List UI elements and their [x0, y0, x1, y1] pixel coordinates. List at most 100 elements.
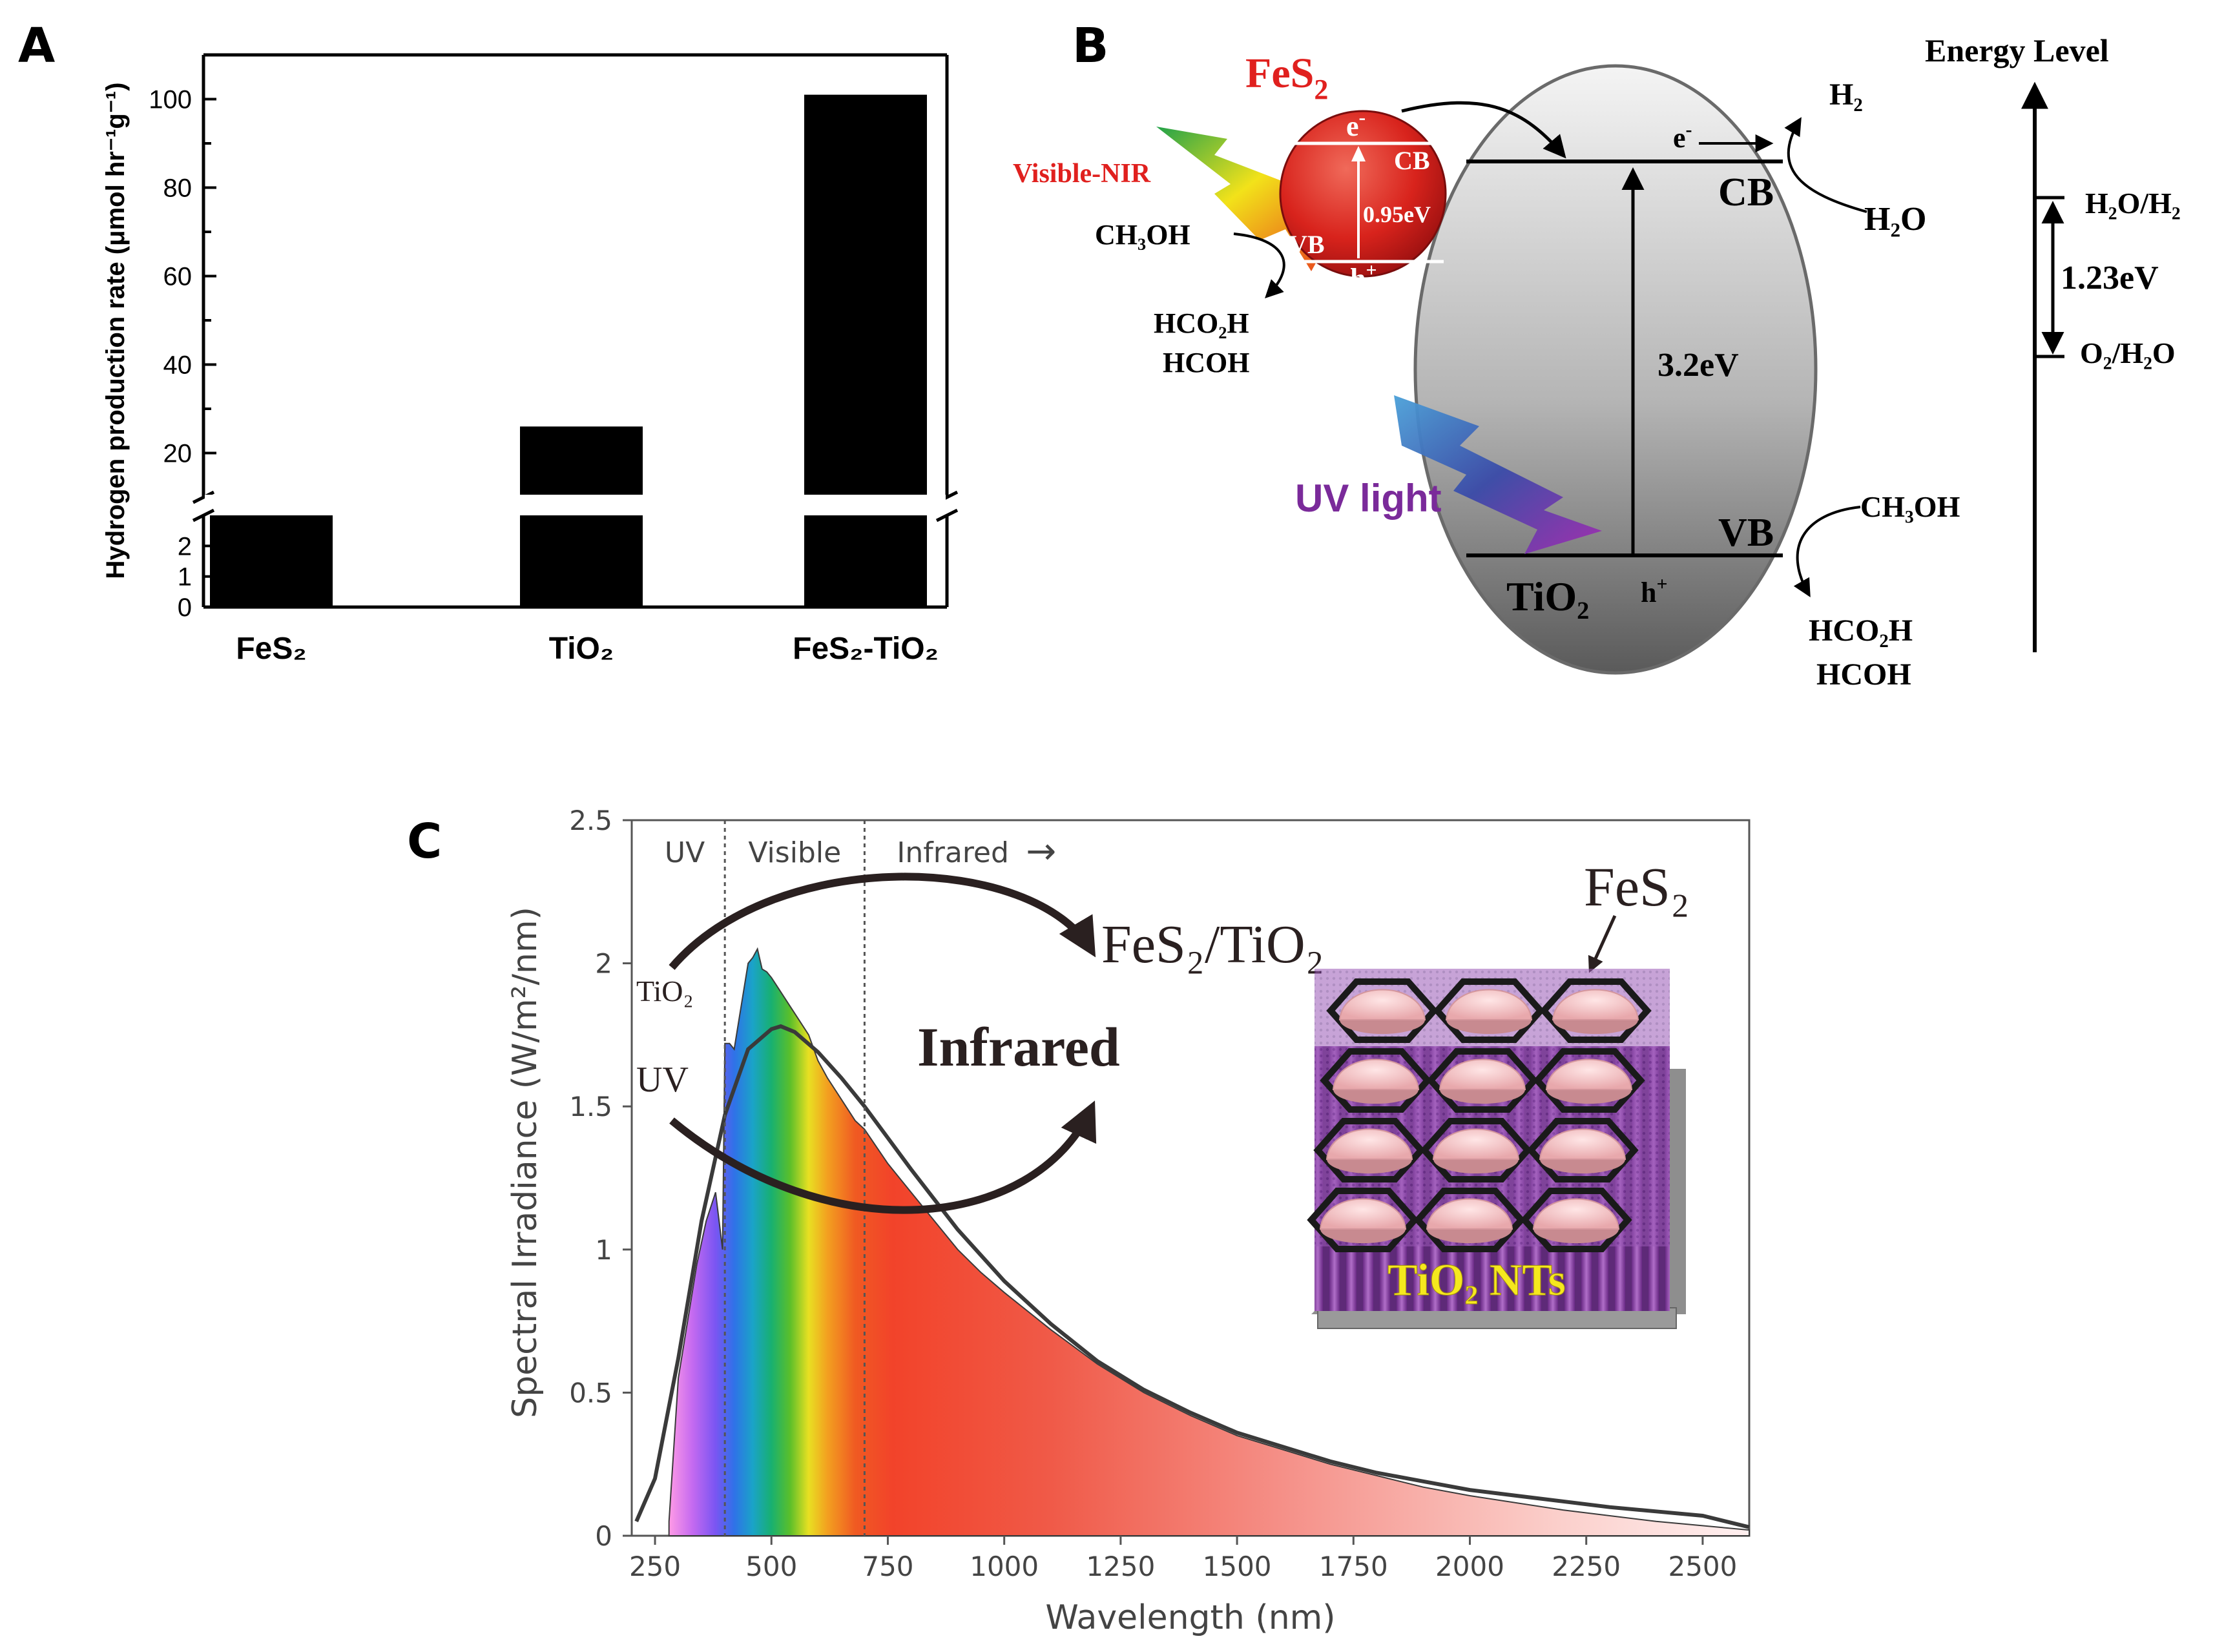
- honeycomb-grid: [1307, 978, 1652, 1252]
- panel-b-label: B: [1072, 18, 1108, 74]
- x-category-label: FeS₂-TiO₂: [793, 632, 939, 666]
- products-right-1: HCO₂H: [1809, 614, 1913, 648]
- honeycomb-cell: [1307, 1188, 1419, 1252]
- energy-h2o-h2-label: H₂O/H₂: [2085, 187, 2181, 220]
- bar-1-lower: [520, 515, 643, 607]
- region-label-visible: Visible: [748, 836, 841, 869]
- fes2-dome: [1552, 989, 1639, 1020]
- honeycomb-cell: [1420, 1118, 1532, 1182]
- fes2-dome: [1319, 1198, 1407, 1230]
- bar-0-lower: [210, 515, 333, 607]
- honeycomb-cell: [1520, 1188, 1632, 1252]
- axis-break-mark-left-1: [192, 490, 215, 504]
- bar-1-upper: [520, 426, 643, 493]
- h2o-label: H₂O: [1864, 201, 1926, 238]
- x-tick-label: 500: [745, 1551, 797, 1582]
- y-tick-label: 1: [595, 1234, 612, 1266]
- x-tick-label: 2000: [1435, 1551, 1504, 1582]
- infrared-big-label: Infrared: [917, 1016, 1120, 1078]
- x-tick-label: 1500: [1203, 1551, 1272, 1582]
- tio2-particle: [1413, 64, 1818, 675]
- fes2-dome: [1445, 989, 1533, 1020]
- band-diagram: FeS2 e- CB VB 0.95eV h+ Visible-NIR CH₃O…: [1013, 32, 2181, 692]
- y-tick-label: 2.5: [569, 805, 612, 836]
- fes2-h-label: h+: [1350, 260, 1377, 294]
- y-tick-label: 0.5: [569, 1377, 612, 1409]
- energy-level-title: Energy Level: [1925, 32, 2109, 68]
- x-tick-label: 250: [629, 1551, 681, 1582]
- axis-break-mark-left-2: [192, 508, 215, 522]
- products-left-1: HCO₂H: [1154, 307, 1249, 339]
- honeycomb-cell: [1313, 1118, 1426, 1182]
- region-label-infrared: Infrared: [897, 836, 1009, 869]
- fes2-gap-label: 0.95eV: [1363, 201, 1431, 227]
- fes2-dome: [1426, 1198, 1513, 1230]
- tio2-to-composite-arrow: [669, 872, 1096, 970]
- y-tick-label: 1: [178, 563, 192, 592]
- x-axis-label: Wavelength (nm): [1045, 1598, 1335, 1637]
- ch3oh-left-label: CH₃OH: [1095, 219, 1190, 251]
- ch3oh-left-arrow: [1233, 232, 1285, 298]
- y-tick-label: 80: [163, 174, 192, 203]
- ch3oh-right-arrow: [1793, 506, 1861, 597]
- y-tick-label: 100: [149, 86, 192, 114]
- bar-chart-hydrogen: 20 40 60 80 100 012 FeS₂ TiO₂ FeS₂-TiO₂ Hydrogen …: [101, 53, 959, 666]
- energy-gap-label: 1.23eV: [2061, 260, 2159, 296]
- y-tick-label: 2: [595, 948, 612, 980]
- y-tick-label: 2: [178, 532, 192, 561]
- uv-light-label: UV light: [1295, 477, 1442, 520]
- x-tick-label: 1000: [970, 1551, 1039, 1582]
- honeycomb-cell: [1326, 978, 1439, 1043]
- ch3oh-right-label: CH₃OH: [1860, 490, 1960, 523]
- fes2-dome: [1332, 1058, 1420, 1090]
- x-tick-label: 1750: [1319, 1551, 1388, 1582]
- electron-transfer-arrow: [1401, 101, 1566, 159]
- fes2-dome: [1545, 1058, 1633, 1090]
- composite-label: FeS₂/TiO₂: [1101, 914, 1324, 975]
- x-tick-label: 2250: [1552, 1551, 1621, 1582]
- fes2-dome: [1539, 1128, 1626, 1160]
- tio2-spectrum-label: TiO₂: [636, 975, 694, 1007]
- fes2-dome: [1432, 1128, 1520, 1160]
- tio2-cb-label: CB: [1718, 170, 1774, 214]
- tio2-label: TiO₂: [1506, 573, 1589, 619]
- uv-bolt-icon: [1394, 395, 1602, 554]
- tio2-h-label: h+: [1641, 573, 1668, 608]
- y-tick-label: 1.5: [569, 1091, 612, 1122]
- y-axis-label: Hydrogen production rate (μmol hr⁻¹g⁻¹): [101, 83, 130, 579]
- region-label-uv: UV: [665, 836, 705, 869]
- uv-spectrum-label: UV: [636, 1060, 689, 1100]
- tio2-gap-label: 3.2eV: [1658, 347, 1739, 384]
- infrared-direction-arrow-icon: →: [1026, 831, 1056, 872]
- visible-nir-label: Visible-NIR: [1013, 159, 1151, 189]
- honeycomb-cell: [1433, 978, 1545, 1043]
- solar-spectrum-area: [668, 947, 1750, 1536]
- fes2-domes: [1319, 989, 1639, 1243]
- fes2-cb-label: CB: [1394, 146, 1430, 175]
- fes2-vb-label: VB: [1289, 230, 1325, 259]
- fes2-e-label: e-: [1346, 105, 1366, 142]
- y-tick-label: 20: [163, 440, 192, 468]
- fes2-dome: [1439, 1058, 1526, 1090]
- bar-2-lower: [804, 515, 927, 607]
- panel-c-label: C: [407, 814, 442, 869]
- fes2-nanostructure-label: FeS₂: [1584, 856, 1690, 918]
- axis-break-gap: [205, 495, 946, 506]
- solar-spectrum-chart: UV Visible Infrared → 250 500 750 1000 1250 1500 1…: [506, 805, 1751, 1637]
- products-left-2: HCOH: [1163, 347, 1249, 378]
- tio2-nanotube-illustration: TiO₂ NTs: [1307, 969, 1686, 1329]
- honeycomb-cell: [1526, 1118, 1639, 1182]
- x-category-label: TiO₂: [549, 632, 614, 666]
- panel-a-label: A: [18, 18, 55, 74]
- tio2-nts-label: TiO₂ NTs: [1387, 1255, 1566, 1305]
- y-tick-label: 40: [163, 351, 192, 380]
- tio2-e-label: e-: [1673, 119, 1692, 154]
- y-tick-label: 0: [595, 1520, 612, 1552]
- y-axis-label: Spectral Irradiance (W/m²/nm): [506, 907, 545, 1418]
- substrate-front: [1317, 1307, 1677, 1329]
- fes2-title: FeS2: [1245, 50, 1328, 105]
- fes2-gap-arrowhead: [1351, 146, 1366, 161]
- h2-label: H₂: [1829, 77, 1863, 112]
- honeycomb-cell: [1413, 1188, 1526, 1252]
